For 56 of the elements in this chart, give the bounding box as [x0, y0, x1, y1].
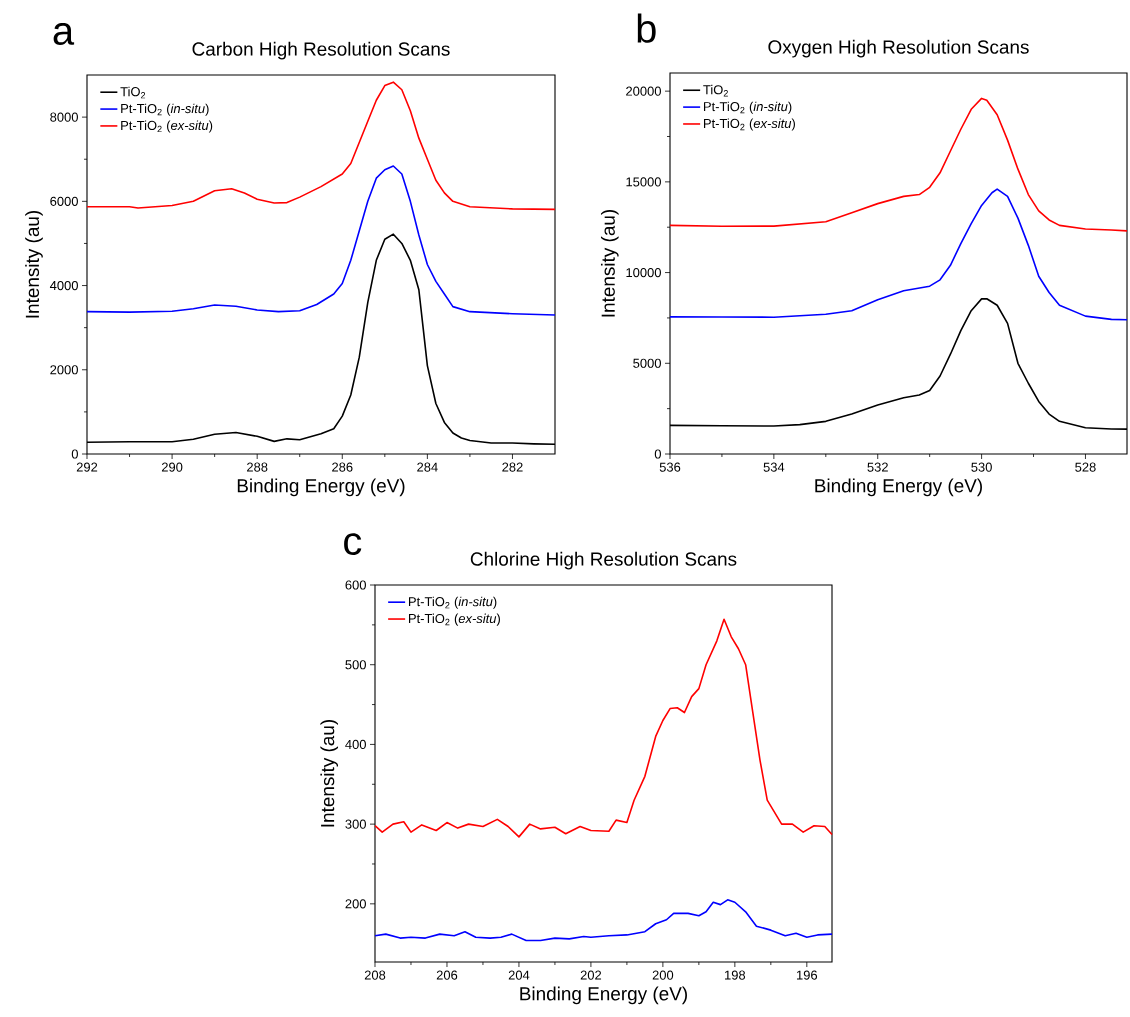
line-series — [669, 97, 1128, 232]
y-tick-label: 0 — [654, 449, 661, 459]
line-series — [374, 899, 833, 942]
legend-label: Pt-TiO$_{2}$ (in-situ) — [121, 103, 209, 116]
x-tick-label: 536 — [659, 462, 681, 472]
x-tick-label: 532 — [867, 462, 888, 472]
y-tick-label: 2000 — [50, 365, 78, 375]
y-tick-label: 200 — [345, 899, 366, 909]
y-tick-label: 6000 — [50, 196, 78, 206]
chart-title: Carbon High Resolution Scans — [192, 41, 450, 60]
x-tick-label: 286 — [332, 462, 353, 472]
x-tick-label: 206 — [436, 970, 458, 980]
x-tick-label: 202 — [580, 970, 602, 980]
y-tick-label: 500 — [345, 660, 366, 670]
x-tick-label: 530 — [971, 462, 992, 472]
chart-title: Chlorine High Resolution Scans — [470, 551, 737, 570]
text: b — [637, 13, 656, 43]
x-tick-label: 288 — [247, 462, 268, 472]
y-tick-label: 10000 — [626, 267, 661, 278]
legend-label: TiO$_{2}$ — [703, 84, 728, 97]
legend-label: Pt-TiO$_{2}$ (in-situ) — [408, 596, 497, 609]
y-tick-label: 15000 — [626, 177, 661, 187]
y-axis-title: Intensity (au) — [600, 210, 619, 317]
legend-label: Pt-TiO$_{2}$ (ex-situ) — [121, 120, 213, 133]
text: c — [344, 533, 362, 556]
legend-label: Pt-TiO$_{2}$ (in-situ) — [704, 101, 792, 114]
line-series — [669, 188, 1128, 321]
text: a — [53, 23, 75, 45]
x-tick-label: 208 — [364, 970, 386, 980]
y-tick-label: 0 — [71, 449, 78, 459]
legend-label: Pt-TiO$_{2}$ (ex-situ) — [704, 118, 795, 131]
legend-label: Pt-TiO$_{2}$ (ex-situ) — [408, 613, 500, 626]
x-tick-label: 284 — [417, 462, 438, 472]
y-tick-label: 20000 — [626, 86, 661, 96]
x-tick-label: 204 — [508, 970, 530, 980]
x-axis-title: Binding Energy (eV) — [815, 478, 982, 497]
chart-title: Oxygen High Resolution Scans — [768, 39, 1029, 58]
x-tick-label: 200 — [652, 970, 674, 980]
y-tick-label: 600 — [345, 580, 366, 590]
y-axis-title: Intensity (au) — [25, 211, 43, 318]
y-tick-label: 4000 — [49, 280, 78, 291]
y-tick-label: 400 — [345, 739, 366, 749]
y-tick-label: 300 — [345, 819, 366, 829]
x-tick-label: 196 — [796, 970, 818, 980]
x-tick-label: 282 — [502, 462, 523, 472]
y-axis-title: Intensity (au) — [320, 720, 339, 827]
x-axis-title: Binding Energy (eV) — [520, 986, 687, 1005]
y-tick-label: 5000 — [633, 358, 661, 368]
x-tick-label: 292 — [76, 462, 98, 472]
x-axis-title: Binding Energy (eV) — [237, 478, 405, 497]
x-tick-label: 198 — [725, 970, 746, 980]
legend-label: TiO$_{2}$ — [120, 86, 146, 99]
y-tick-label: 8000 — [50, 112, 78, 122]
x-tick-label: 534 — [763, 462, 785, 472]
x-tick-label: 290 — [161, 462, 183, 472]
x-tick-label: 528 — [1075, 462, 1096, 472]
